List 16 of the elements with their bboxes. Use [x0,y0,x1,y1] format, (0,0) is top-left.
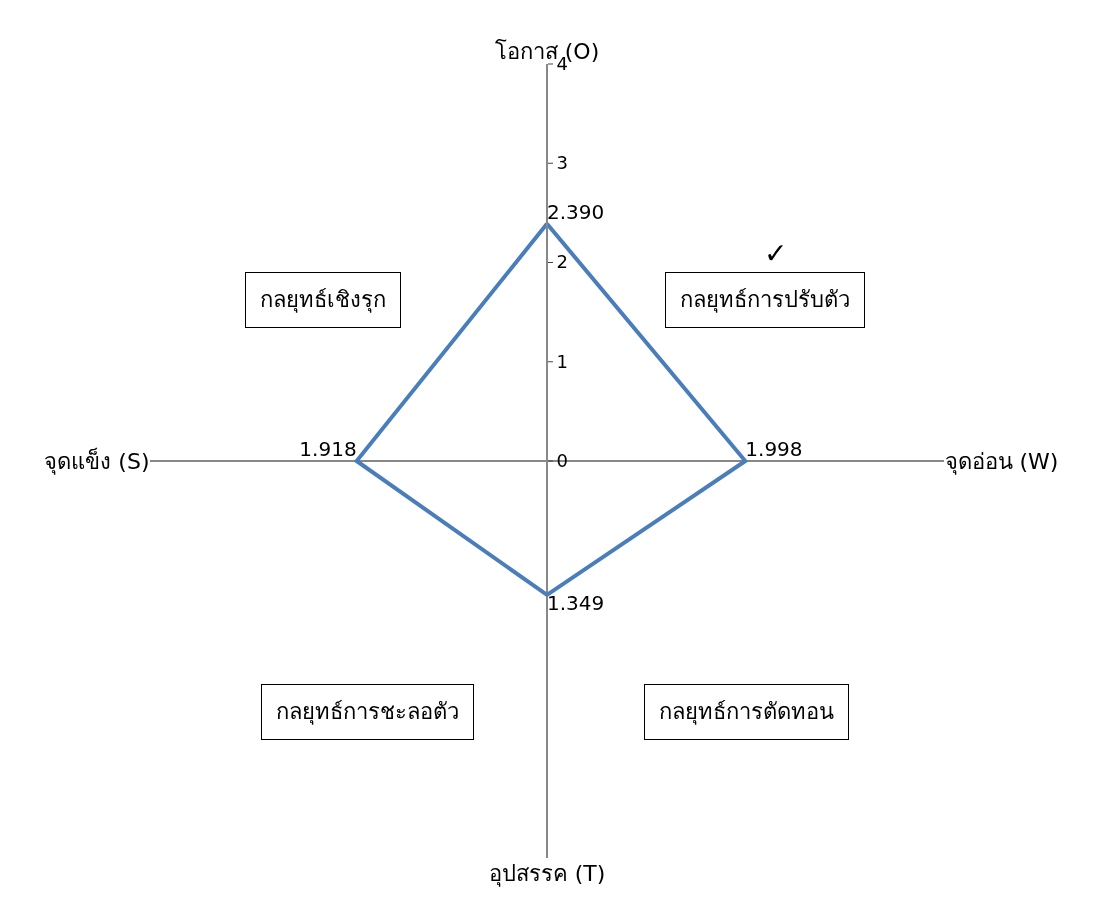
data-label: 1.998 [745,437,803,461]
data-label: 1.918 [299,437,357,461]
data-label: 2.390 [547,199,605,224]
data-label: 1.349 [547,590,605,615]
text: ✓ [764,237,788,270]
y-tick-label: 3 [556,152,569,174]
spoke-label: อุปสรรค (T) [488,860,606,887]
spoke-label: จุดแข็ง (S) [44,446,150,475]
y-tick-label: 2 [556,251,569,273]
text: กลยุทธ์การปรับตัว [680,287,850,313]
text: กลยุทธ์เชิงรุก [260,287,386,313]
text: กลยุทธ์การชะลอตัว [276,699,459,725]
y-tick-label: 0 [556,449,569,471]
text: กลยุทธ์การตัดทอน [659,699,834,725]
y-tick-label: 1 [556,350,569,372]
spoke-label: จุดอ่อน (W) [944,448,1059,475]
